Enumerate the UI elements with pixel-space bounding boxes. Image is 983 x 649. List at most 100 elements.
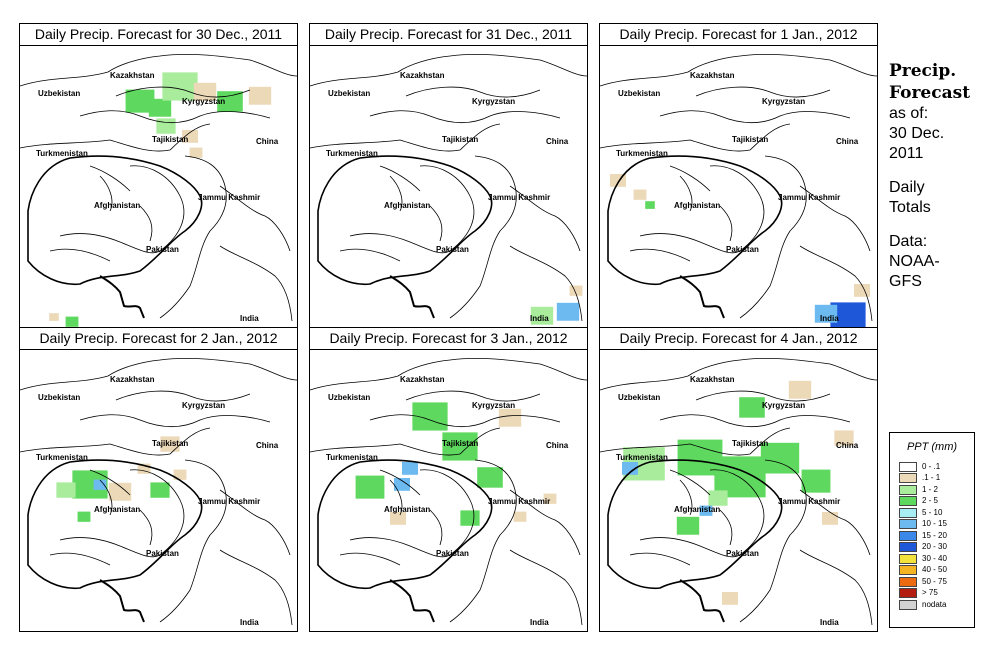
precip-area xyxy=(162,72,198,101)
precip-area xyxy=(65,316,79,327)
legend-swatch xyxy=(899,461,917,472)
country-label-uzbekistan: Uzbekistan xyxy=(328,393,370,402)
boundary-line xyxy=(669,165,711,192)
legend-swatch xyxy=(899,484,917,495)
forecast-map: Uzbekistan Kazakhstan Kyrgyzstan Tajikistan… xyxy=(20,53,297,327)
coastline xyxy=(679,579,725,623)
country-label-kazakhstan: Kazakhstan xyxy=(400,375,445,384)
boundary-line xyxy=(509,245,583,322)
boundary-line xyxy=(607,155,783,286)
precip-area xyxy=(622,462,638,475)
info-totals: Totals xyxy=(889,199,931,216)
boundary-line xyxy=(509,489,581,556)
boundary-line xyxy=(629,552,691,566)
forecast-map: Uzbekistan Kazakhstan Kyrgyzstan Tajikistan… xyxy=(310,53,587,325)
legend-title: PPT (mm) xyxy=(906,441,958,453)
info-data-label: Data: xyxy=(889,233,928,250)
country-label-turkmenistan: Turkmenistan xyxy=(36,149,88,158)
legend-item: .1 - 1 xyxy=(890,473,974,485)
legend-item: nodata xyxy=(890,599,974,611)
country-label-pakistan: Pakistan xyxy=(436,549,469,558)
country-label-tajikistan: Tajikistan xyxy=(732,439,768,448)
country-label-china: China xyxy=(546,441,569,450)
country-label-kazakhstan: Kazakhstan xyxy=(690,375,735,384)
precip-area xyxy=(150,482,170,498)
forecast-info: Precip. Forecast as of: 30 Dec. 2011 Dai… xyxy=(889,60,979,292)
country-label-tajikistan: Tajikistan xyxy=(152,439,188,448)
boundary-line xyxy=(139,509,153,546)
country-label-china: China xyxy=(256,137,279,146)
legend-swatch xyxy=(899,553,917,564)
precip-area xyxy=(248,86,272,105)
boundary-line xyxy=(389,479,403,516)
precip-area xyxy=(543,493,557,504)
boundary-line xyxy=(600,53,877,87)
country-label-kyrgyzstan: Kyrgyzstan xyxy=(762,97,805,106)
legend-swatch xyxy=(899,530,917,541)
forecast-panel-6: Daily Precip. Forecast for 4 Jan., 2012 … xyxy=(599,327,878,632)
panel-title: Daily Precip. Forecast for 4 Jan., 2012 xyxy=(600,328,877,350)
boundary-line xyxy=(20,427,211,456)
boundary-line xyxy=(600,427,791,456)
precip-area xyxy=(93,479,107,490)
boundary-line xyxy=(379,165,421,192)
country-label-jammu: Jammu Kashmir xyxy=(198,193,260,202)
info-daily: Daily xyxy=(889,179,925,196)
boundary-line xyxy=(449,459,517,623)
legend-item: 0 - .1 xyxy=(890,461,974,473)
country-label-pakistan: Pakistan xyxy=(146,245,179,254)
precip-area xyxy=(498,408,522,427)
legend-item: > 75 xyxy=(890,588,974,600)
boundary-line xyxy=(429,205,443,242)
country-label-afghanistan: Afghanistan xyxy=(94,201,140,210)
precip-area xyxy=(814,304,838,323)
precip-area xyxy=(77,511,91,522)
precip-area xyxy=(822,512,838,525)
country-label-kyrgyzstan: Kyrgyzstan xyxy=(762,401,805,410)
legend-label: > 75 xyxy=(922,588,938,598)
boundary-line xyxy=(600,357,877,391)
boundary-line xyxy=(310,357,587,391)
forecast-map: Uzbekistan Kazakhstan Kyrgyzstan Tajikistan… xyxy=(310,357,587,627)
legend-label: nodata xyxy=(922,599,947,609)
boundary-line xyxy=(339,248,401,262)
precip-area xyxy=(788,380,812,399)
boundary-line xyxy=(310,123,501,152)
precip-area xyxy=(834,430,854,446)
boundary-line xyxy=(799,489,871,556)
country-label-jammu: Jammu Kashmir xyxy=(778,497,840,506)
boundary-line xyxy=(629,248,691,262)
boundary-line xyxy=(20,53,297,87)
precip-area xyxy=(108,482,132,501)
country-label-china: China xyxy=(836,137,859,146)
panel-title: Daily Precip. Forecast for 30 Dec., 2011 xyxy=(20,24,297,46)
precip-area xyxy=(460,510,480,526)
boundary-line xyxy=(59,537,161,558)
country-label-india: India xyxy=(530,618,549,627)
info-as-of: as of: xyxy=(889,105,929,122)
country-label-turkmenistan: Turkmenistan xyxy=(326,453,378,462)
coastline xyxy=(99,275,145,319)
country-label-tajikistan: Tajikistan xyxy=(732,135,768,144)
legend-item: 10 - 15 xyxy=(890,519,974,531)
boundary-line xyxy=(27,459,203,590)
country-label-tajikistan: Tajikistan xyxy=(442,135,478,144)
boundary-line xyxy=(429,509,443,546)
panel-title: Daily Precip. Forecast for 3 Jan., 2012 xyxy=(310,328,587,350)
boundary-line xyxy=(27,155,203,286)
legend-label: 5 - 10 xyxy=(922,507,943,517)
country-label-jammu: Jammu Kashmir xyxy=(488,193,550,202)
country-label-india: India xyxy=(530,314,549,323)
info-date-line1: 30 Dec. xyxy=(889,125,945,142)
precip-area xyxy=(556,302,580,321)
precip-area xyxy=(125,89,155,113)
boundary-line xyxy=(695,86,831,98)
boundary-line xyxy=(89,165,131,192)
panel-title: Daily Precip. Forecast for 1 Jan., 2012 xyxy=(600,24,877,46)
forecast-panel-3: Daily Precip. Forecast for 1 Jan., 2012 … xyxy=(599,23,878,328)
precip-area xyxy=(49,313,59,321)
legend-item: 1 - 2 xyxy=(890,484,974,496)
boundary-line xyxy=(59,233,161,254)
legend-item: 5 - 10 xyxy=(890,507,974,519)
